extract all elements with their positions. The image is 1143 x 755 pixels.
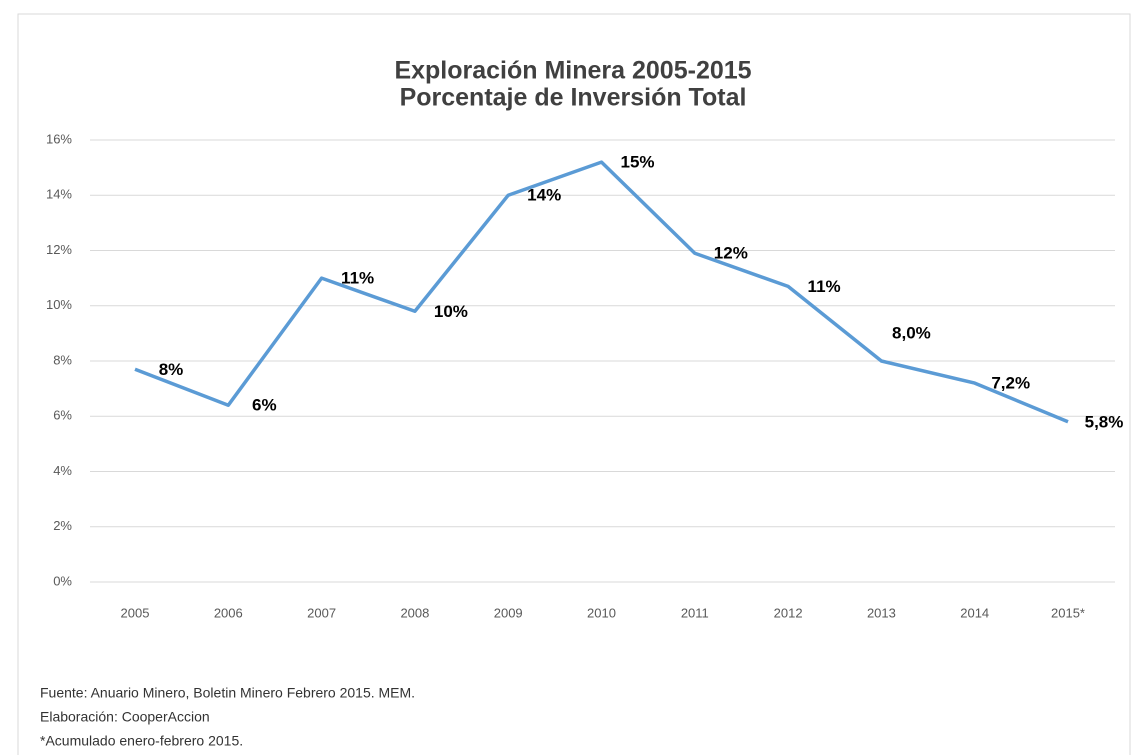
x-tick-label: 2012	[774, 605, 803, 620]
x-tick-label: 2008	[400, 605, 429, 620]
y-tick-label: 2%	[53, 518, 72, 533]
y-tick-label: 12%	[46, 242, 72, 257]
data-label: 10%	[434, 302, 468, 321]
y-tick-label: 14%	[46, 187, 72, 202]
chart-subtitle: Porcentaje de Inversión Total	[400, 84, 747, 112]
x-tick-label: 2006	[214, 605, 243, 620]
x-tick-label: 2005	[121, 605, 150, 620]
footnote: Elaboración: CooperAccion	[40, 709, 210, 725]
data-label: 11%	[808, 277, 841, 296]
data-label: 7,2%	[991, 374, 1030, 393]
x-tick-label: 2013	[867, 605, 896, 620]
y-tick-label: 8%	[53, 352, 72, 367]
x-tick-label: 2009	[494, 605, 523, 620]
y-tick-label: 0%	[53, 573, 72, 588]
x-tick-label: 2014	[960, 605, 989, 620]
data-label: 12%	[714, 244, 748, 263]
x-tick-label: 2011	[681, 605, 709, 620]
data-label: 6%	[252, 396, 277, 415]
y-tick-label: 6%	[53, 408, 72, 423]
footnote: Fuente: Anuario Minero, Boletin Minero F…	[40, 685, 415, 701]
data-label: 5,8%	[1085, 412, 1124, 431]
x-tick-label: 2015*	[1051, 605, 1085, 620]
data-label: 8%	[159, 360, 184, 379]
data-label: 11%	[341, 269, 374, 288]
x-tick-label: 2007	[307, 605, 336, 620]
chart-frame	[17, 13, 1131, 755]
data-label: 15%	[620, 153, 654, 172]
footnote: *Acumulado enero-febrero 2015.	[40, 733, 243, 749]
line	[134, 160, 1069, 424]
y-tick-label: 10%	[46, 297, 72, 312]
data-label: 14%	[527, 186, 561, 205]
data-label: 8,0%	[892, 323, 931, 342]
x-tick-label: 2010	[587, 605, 616, 620]
y-tick-label: 16%	[46, 131, 72, 146]
y-tick-label: 4%	[53, 463, 72, 478]
chart-title: Exploración Minera 2005-2015	[394, 57, 751, 85]
